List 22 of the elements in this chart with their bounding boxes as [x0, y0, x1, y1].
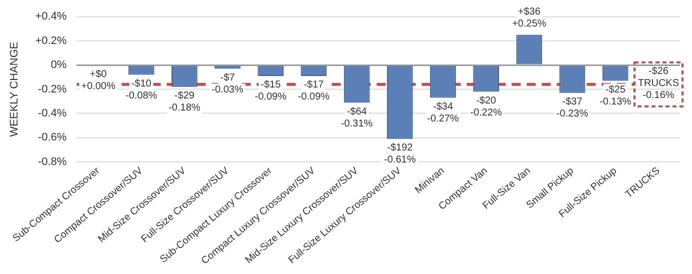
y-tick-label: -0.8% [38, 156, 67, 168]
data-label: +$36 +0.25% [512, 6, 546, 30]
data-label: -$192 -0.61% [384, 142, 416, 166]
y-tick-label: -0.2% [38, 83, 67, 96]
data-label: -$20 -0.22% [470, 95, 502, 118]
data-label: -$10 -0.08% [125, 78, 158, 102]
data-label: -$34 -0.27% [427, 101, 459, 124]
data-label: -$64 -0.31% [340, 106, 373, 130]
ref-line-label: -$26 TRUCKS -0.16% [638, 66, 680, 102]
y-axis-title: WEEKLY CHANGE [8, 42, 21, 137]
data-label: -$29 -0.18% [168, 90, 200, 114]
data-label: -$25 -0.13% [600, 84, 632, 108]
data-label: -$15 -0.09% [254, 80, 287, 103]
data-label: -$37 -0.23% [556, 96, 588, 120]
y-tick-label: +0.2% [35, 34, 67, 47]
y-tick-label: -0.4% [38, 108, 67, 120]
y-tick-label: 0% [50, 59, 67, 72]
data-label: -$17 -0.09% [298, 80, 330, 103]
data-label: +$0 +0.00% [81, 68, 116, 92]
data-label: -$7 -0.03% [212, 72, 244, 96]
y-tick-label: +0.4% [35, 10, 67, 23]
y-tick-label: -0.6% [38, 132, 67, 144]
